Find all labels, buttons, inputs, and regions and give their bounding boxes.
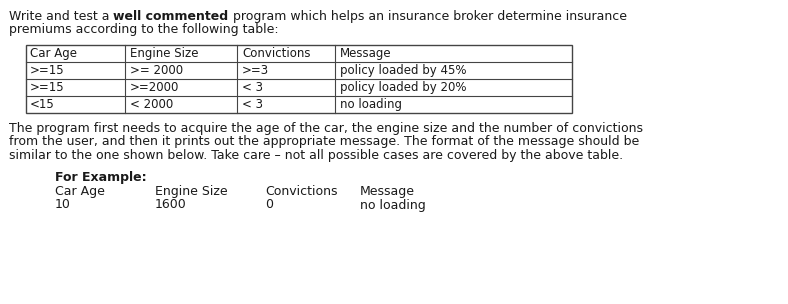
Text: program which helps an insurance broker determine insurance: program which helps an insurance broker … [229,10,626,23]
Text: Engine Size: Engine Size [155,185,228,198]
Text: from the user, and then it prints out the appropriate message. The format of the: from the user, and then it prints out th… [9,136,639,148]
Text: >=15: >=15 [30,64,65,77]
Text: <15: <15 [30,98,54,111]
Text: For Example:: For Example: [55,171,147,184]
Text: policy loaded by 20%: policy loaded by 20% [340,81,466,94]
Text: < 3: < 3 [242,81,263,94]
Text: premiums according to the following table:: premiums according to the following tabl… [9,23,279,36]
Text: >=3: >=3 [242,64,269,77]
Bar [26,45,572,113]
Text: >=2000: >=2000 [130,81,180,94]
Text: Message: Message [340,47,392,60]
Text: >= 2000: >= 2000 [130,64,183,77]
Text: 0: 0 [265,199,273,212]
Text: similar to the one shown below. Take care – not all possible cases are covered b: similar to the one shown below. Take car… [9,149,623,162]
Text: 1600: 1600 [155,199,187,212]
Text: The program first needs to acquire the age of the car, the engine size and the n: The program first needs to acquire the a… [9,122,643,135]
Text: policy loaded by 45%: policy loaded by 45% [340,64,466,77]
Text: Convictions: Convictions [242,47,310,60]
Text: no loading: no loading [340,98,402,111]
Text: Convictions: Convictions [265,185,337,198]
Text: Car Age: Car Age [55,185,105,198]
Text: 10: 10 [55,199,71,212]
Text: no loading: no loading [360,199,426,212]
Text: well commented: well commented [113,10,229,23]
Text: Engine Size: Engine Size [130,47,199,60]
Text: < 2000: < 2000 [130,98,173,111]
Text: >=15: >=15 [30,81,65,94]
Text: Car Age: Car Age [30,47,77,60]
Text: < 3: < 3 [242,98,263,111]
Text: Message: Message [360,185,415,198]
Text: Write and test a: Write and test a [9,10,113,23]
